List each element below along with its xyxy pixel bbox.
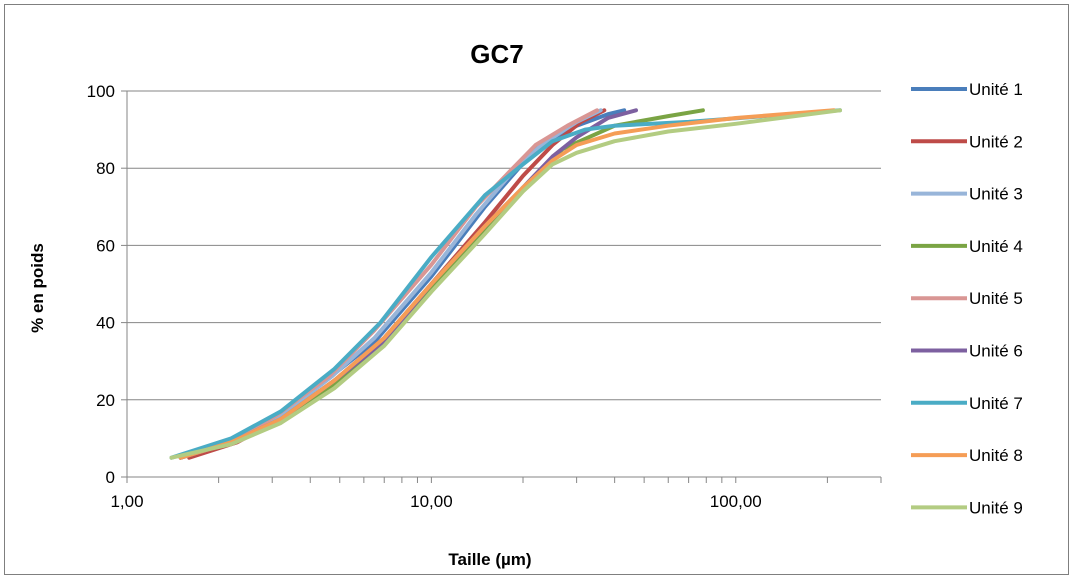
y-axis-label: % en poids [28, 243, 47, 333]
series-line-7 [169, 108, 842, 460]
y-tick-label: 20 [96, 391, 115, 410]
x-tick-label: 10,00 [410, 492, 453, 511]
legend-label-9: Unité 9 [969, 498, 1023, 517]
axes [121, 90, 882, 483]
chart-area: GC7 0 20 40 60 80 100 1,00 10,00 100,00 Taille (… [4, 4, 1069, 575]
series-line-9 [169, 108, 842, 460]
legend-label-5: Unité 5 [969, 289, 1023, 308]
legend-label-1: Unité 1 [969, 80, 1023, 99]
y-tick-label: 60 [96, 236, 115, 255]
legend-label-4: Unité 4 [969, 237, 1023, 256]
legend-label-2: Unité 2 [969, 132, 1023, 151]
legend: Unité 1 Unité 2 Unité 3 Unité 4 Unité 5 Unité… [911, 80, 1023, 517]
series-lines [169, 108, 842, 460]
legend-label-3: Unité 3 [969, 185, 1023, 204]
x-axis-label: Taille (µm) [448, 550, 531, 569]
series-line-4 [178, 108, 705, 460]
y-tick-label: 100 [87, 82, 115, 101]
gridlines [127, 90, 881, 401]
y-tick-label: 80 [96, 159, 115, 178]
legend-label-7: Unité 7 [969, 394, 1023, 413]
legend-label-8: Unité 8 [969, 446, 1023, 465]
series-line-2 [187, 108, 607, 460]
chart-title: GC7 [470, 39, 523, 69]
x-tick-label: 100,00 [710, 492, 762, 511]
tick-labels: 0 20 40 60 80 100 1,00 10,00 100,00 [87, 82, 762, 511]
chart-svg: GC7 0 20 40 60 80 100 1,00 10,00 100,00 Taille (… [28, 39, 1023, 569]
x-tick-label: 1,00 [110, 492, 143, 511]
series-line-5 [178, 108, 599, 460]
y-tick-label: 40 [96, 314, 115, 333]
series-line-8 [178, 108, 836, 460]
legend-label-6: Unité 6 [969, 342, 1023, 361]
y-tick-label: 0 [106, 468, 115, 487]
